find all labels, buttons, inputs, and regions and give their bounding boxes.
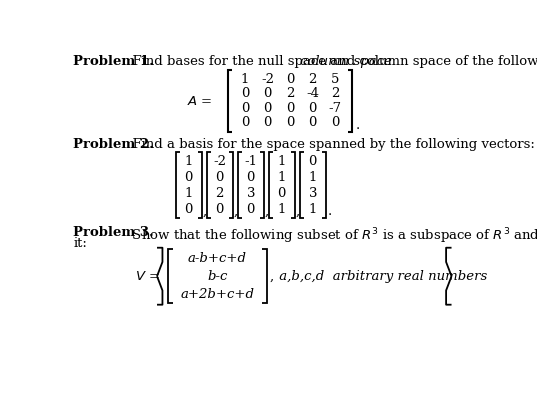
Text: 0: 0 xyxy=(246,202,255,215)
Text: 1: 1 xyxy=(241,73,249,86)
Text: 0: 0 xyxy=(185,171,193,184)
Text: 0: 0 xyxy=(216,171,224,184)
Text: $A$ =: $A$ = xyxy=(187,95,213,108)
Text: 1: 1 xyxy=(185,155,193,168)
Text: 0: 0 xyxy=(185,202,193,215)
Text: -2: -2 xyxy=(213,155,226,168)
Text: 0: 0 xyxy=(241,116,249,129)
Text: Show that the following subset of $R^3$ is a subspace of $R^3$ and find a basis : Show that the following subset of $R^3$ … xyxy=(74,226,537,246)
Text: 0: 0 xyxy=(241,102,249,115)
Text: 1: 1 xyxy=(278,155,286,168)
Text: Problem 3.: Problem 3. xyxy=(74,226,154,239)
Text: -1: -1 xyxy=(244,155,257,168)
Text: 0: 0 xyxy=(286,116,294,129)
Text: -7: -7 xyxy=(328,102,342,115)
Text: 1: 1 xyxy=(309,202,317,215)
Text: a+2b+c+d: a+2b+c+d xyxy=(180,287,255,301)
Text: ,: , xyxy=(203,205,207,218)
Text: 0: 0 xyxy=(308,116,317,129)
Text: 0: 0 xyxy=(308,102,317,115)
Text: 0: 0 xyxy=(263,102,272,115)
Text: 0: 0 xyxy=(263,87,272,100)
Text: 2: 2 xyxy=(331,87,339,100)
Text: Problem 2.: Problem 2. xyxy=(74,138,154,151)
Text: 0: 0 xyxy=(309,155,317,168)
Text: 5: 5 xyxy=(331,73,339,86)
Text: 0: 0 xyxy=(241,87,249,100)
Text: Find bases for the null space and column space of the following matrix:: Find bases for the null space and column… xyxy=(74,55,537,68)
Text: b-c: b-c xyxy=(207,270,228,283)
Text: .: . xyxy=(328,205,332,218)
Text: -2: -2 xyxy=(261,73,274,86)
Text: 0: 0 xyxy=(331,116,339,129)
Text: Find a basis for the space spanned by the following vectors:: Find a basis for the space spanned by th… xyxy=(74,138,535,151)
Text: column space: column space xyxy=(300,55,391,68)
Text: ,: , xyxy=(265,205,269,218)
Text: a,b,c,d  arbitrary real numbers: a,b,c,d arbitrary real numbers xyxy=(275,270,487,283)
Text: ,: , xyxy=(296,205,300,218)
Text: ,: , xyxy=(234,205,238,218)
Text: a-b+c+d: a-b+c+d xyxy=(188,252,247,265)
Text: 0: 0 xyxy=(286,73,294,86)
Text: 0: 0 xyxy=(216,202,224,215)
Text: 1: 1 xyxy=(309,171,317,184)
Text: .: . xyxy=(355,119,360,132)
Text: Problem 1.: Problem 1. xyxy=(74,55,154,68)
Text: $V$ =: $V$ = xyxy=(135,270,160,283)
Text: -4: -4 xyxy=(306,87,319,100)
Text: 3: 3 xyxy=(246,187,255,200)
Text: 2: 2 xyxy=(308,73,317,86)
Text: 2: 2 xyxy=(286,87,294,100)
Text: 0: 0 xyxy=(286,102,294,115)
Text: 0: 0 xyxy=(246,171,255,184)
Text: 0: 0 xyxy=(278,187,286,200)
Text: 1: 1 xyxy=(278,202,286,215)
Text: 2: 2 xyxy=(216,187,224,200)
Text: 1: 1 xyxy=(278,171,286,184)
Text: 0: 0 xyxy=(263,116,272,129)
Text: 3: 3 xyxy=(309,187,317,200)
Text: 1: 1 xyxy=(185,187,193,200)
Text: ,: , xyxy=(270,270,273,283)
Text: it:: it: xyxy=(74,237,87,250)
